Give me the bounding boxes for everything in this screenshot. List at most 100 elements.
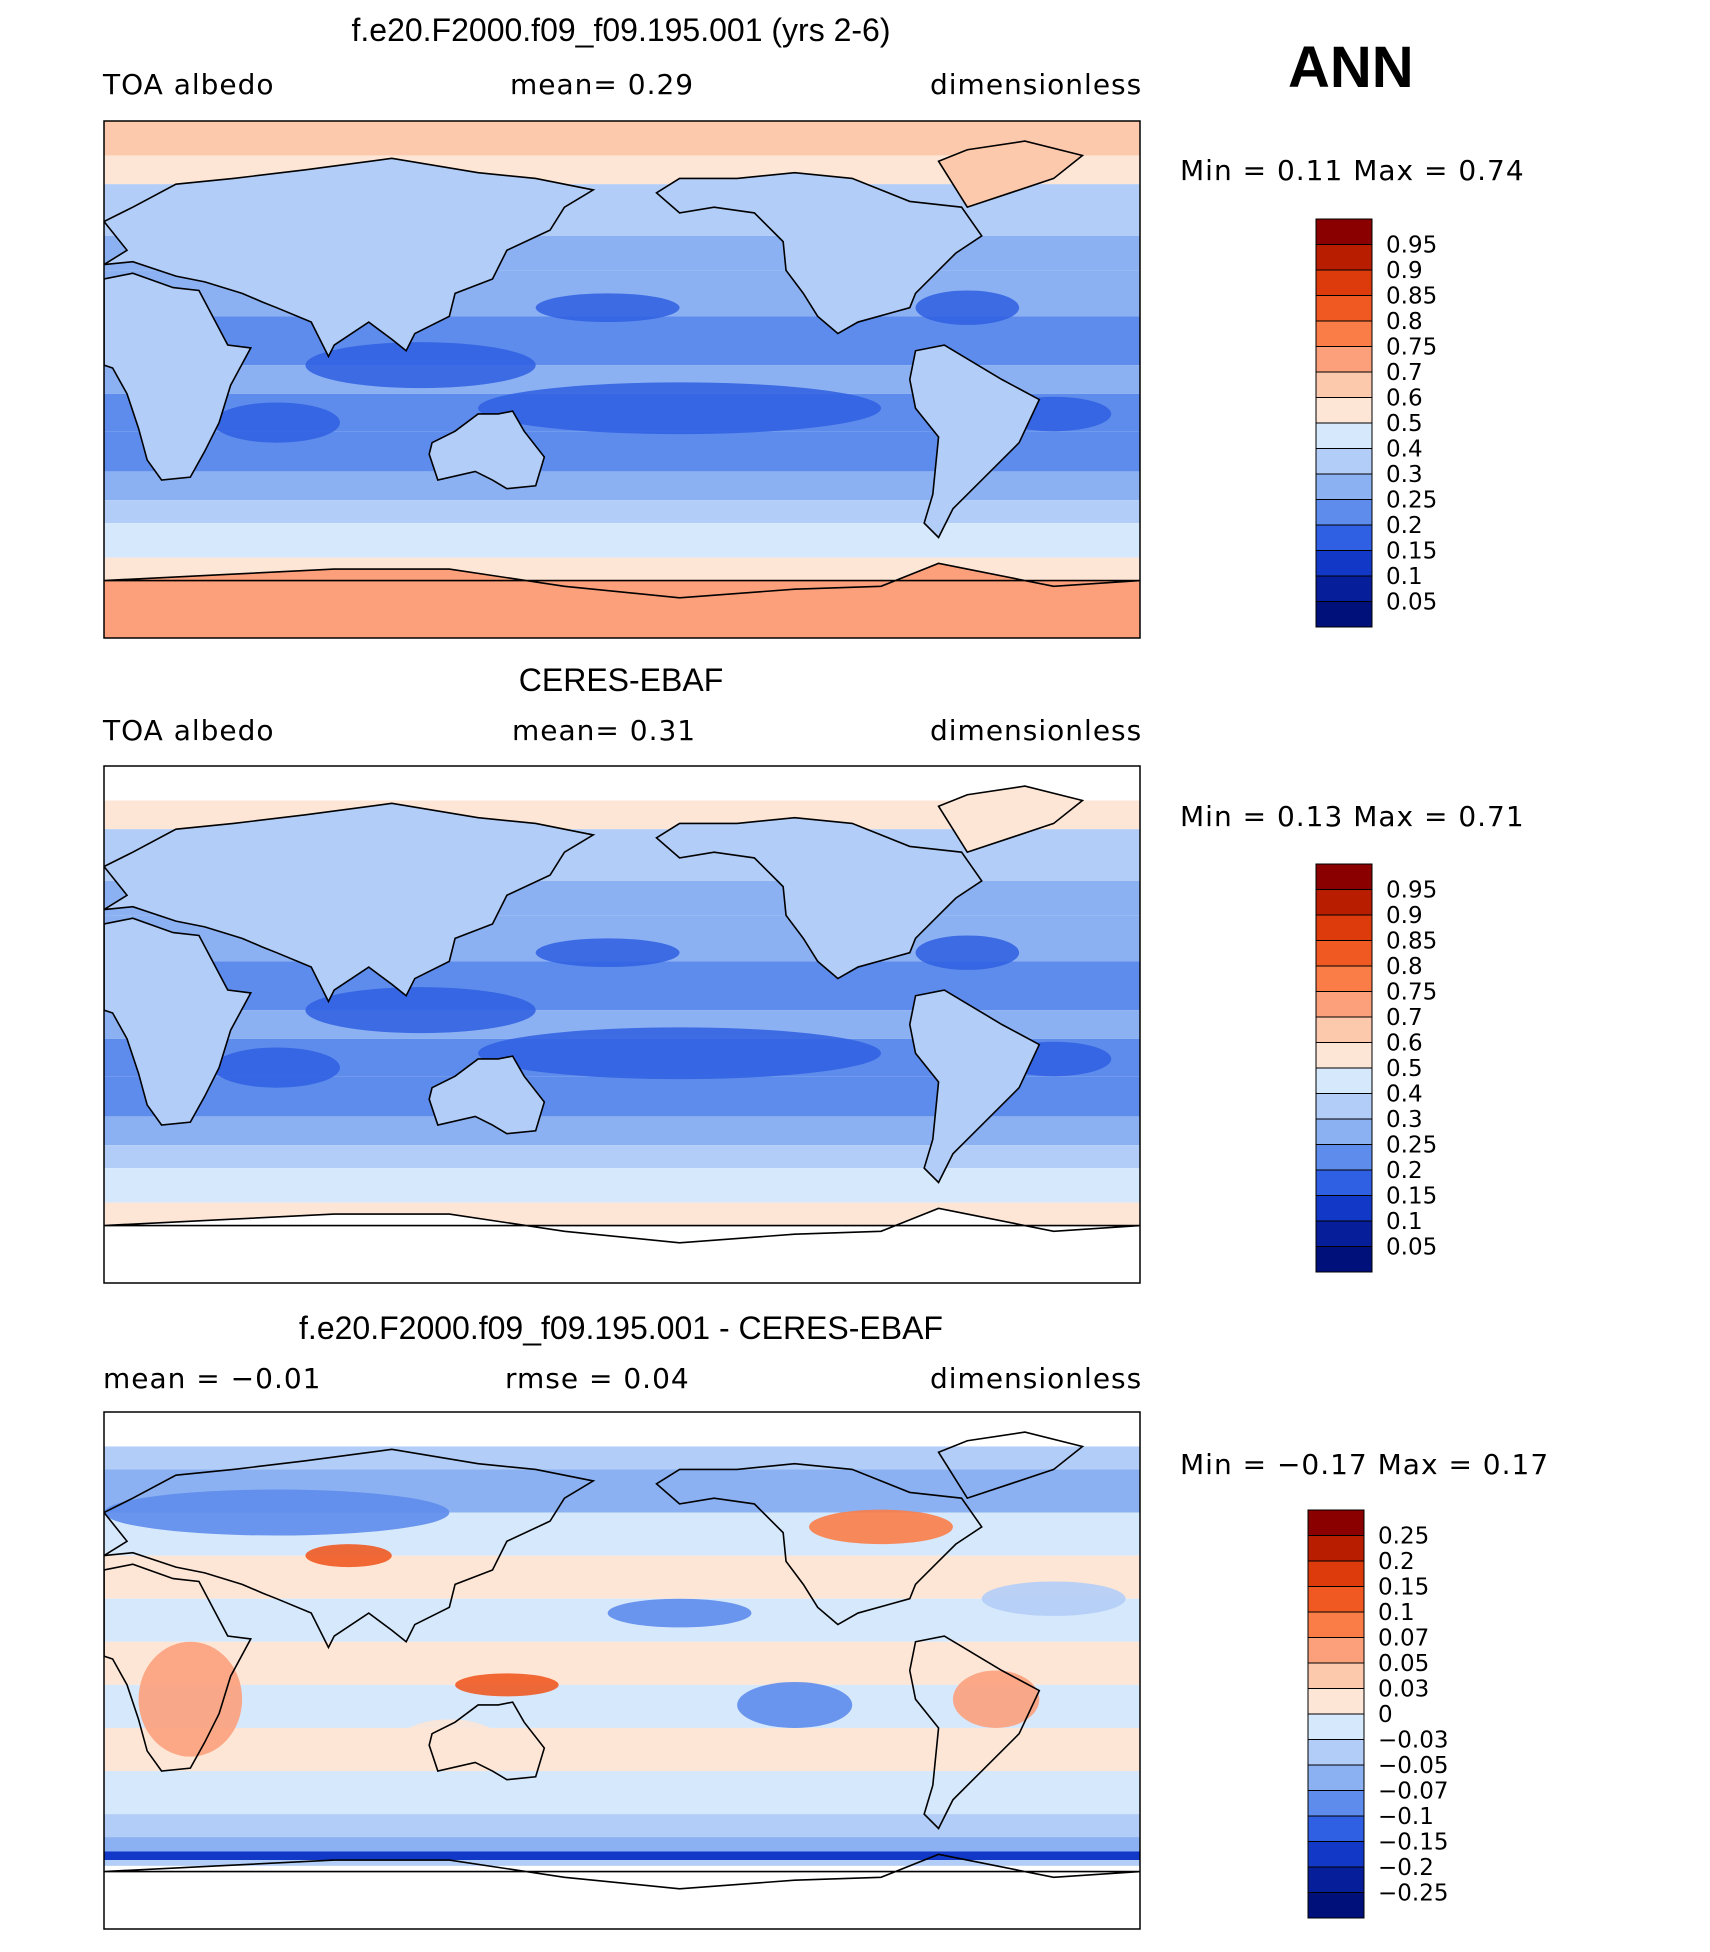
colorbar-2-tick-7: 0.5 bbox=[1386, 1056, 1423, 1082]
season-label: ANN bbox=[1288, 35, 1414, 100]
colorbar-3-tick-12: −0.15 bbox=[1378, 1830, 1448, 1856]
colorbar-1-tick-6: 0.6 bbox=[1386, 386, 1423, 412]
coastline-1-6 bbox=[104, 562, 1140, 599]
colorbar-2-box-15 bbox=[1315, 1246, 1373, 1273]
colorbar-2-box-7 bbox=[1315, 1042, 1373, 1069]
colorbar-1-box-6 bbox=[1315, 371, 1373, 398]
panel-2-units: dimensionless bbox=[930, 714, 1143, 747]
diff-blob-9 bbox=[981, 1581, 1126, 1616]
diff-blob-0 bbox=[607, 1598, 752, 1628]
map-blob-2-0 bbox=[478, 1027, 881, 1080]
colorbar-2-tick-10: 0.25 bbox=[1386, 1133, 1437, 1159]
map-panel-3 bbox=[104, 1412, 1140, 1929]
coastline-3-5 bbox=[937, 1431, 1085, 1500]
colorbar-3-tick-11: −0.1 bbox=[1378, 1804, 1434, 1830]
colorbar-2-box-2 bbox=[1315, 914, 1373, 941]
colorbar-2-box-4 bbox=[1315, 965, 1373, 992]
colorbar-3-box-4 bbox=[1307, 1611, 1365, 1638]
panel-2-minmax: Min = 0.13 Max = 0.71 bbox=[1180, 800, 1525, 833]
colorbar-3-box-11 bbox=[1307, 1790, 1365, 1817]
colorbar-2-tick-5: 0.7 bbox=[1386, 1005, 1423, 1031]
coastline-2-5 bbox=[937, 785, 1085, 854]
colorbar-2-box-12 bbox=[1315, 1169, 1373, 1196]
coastline-3-6 bbox=[104, 1853, 1140, 1890]
colorbar-1: 0.950.90.850.80.750.70.60.50.40.30.250.2… bbox=[1315, 218, 1437, 628]
colorbar-3-box-10 bbox=[1307, 1764, 1365, 1791]
panel-1-minmax: Min = 0.11 Max = 0.74 bbox=[1180, 154, 1525, 187]
panel-2-title: CERES-EBAF bbox=[518, 662, 724, 698]
colorbar-2-tick-13: 0.1 bbox=[1386, 1209, 1423, 1235]
colorbar-3-box-15 bbox=[1307, 1892, 1365, 1919]
diff-band-10 bbox=[104, 1837, 1140, 1852]
colorbar-2-tick-4: 0.75 bbox=[1386, 980, 1437, 1006]
colorbar-3-tick-9: −0.05 bbox=[1378, 1753, 1448, 1779]
diff-blob-5 bbox=[952, 1670, 1040, 1728]
colorbar-3-tick-6: 0.03 bbox=[1378, 1677, 1429, 1703]
colorbar-1-box-12 bbox=[1315, 524, 1373, 551]
colorbar-1-box-14 bbox=[1315, 575, 1373, 602]
colorbar-3-box-0 bbox=[1307, 1509, 1365, 1536]
colorbar-2-box-0 bbox=[1315, 863, 1373, 890]
colorbar-1-box-15 bbox=[1315, 601, 1373, 628]
diff-blob-4 bbox=[138, 1641, 243, 1757]
colorbar-3-tick-1: 0.2 bbox=[1378, 1549, 1415, 1575]
diff-band-7 bbox=[104, 1727, 1140, 1772]
colorbar-3-tick-0: 0.25 bbox=[1378, 1524, 1429, 1550]
colorbar-2-tick-3: 0.8 bbox=[1386, 954, 1423, 980]
colorbar-3-box-1 bbox=[1307, 1535, 1365, 1562]
coastline-1-0 bbox=[104, 272, 253, 481]
colorbar-2-box-5 bbox=[1315, 991, 1373, 1018]
panel-3-title: f.e20.F2000.f09_f09.195.001 - CERES-EBAF bbox=[299, 1310, 943, 1346]
diff-blob-7 bbox=[397, 1719, 502, 1766]
colorbar-2-box-1 bbox=[1315, 889, 1373, 916]
colorbar-1-tick-4: 0.75 bbox=[1386, 335, 1437, 361]
coastline-1-3 bbox=[655, 171, 983, 335]
colorbar-1-tick-12: 0.15 bbox=[1386, 539, 1437, 565]
colorbar-1-tick-7: 0.5 bbox=[1386, 411, 1423, 437]
map-band-2-11 bbox=[104, 1168, 1140, 1203]
map-blob-1-0 bbox=[478, 382, 881, 435]
map-frame-2 bbox=[103, 765, 1141, 1284]
coastline-2-4 bbox=[908, 989, 1041, 1184]
colorbar-3-box-9 bbox=[1307, 1739, 1365, 1766]
diff-blob-1 bbox=[737, 1681, 853, 1728]
panel-3-rmse: rmse = 0.04 bbox=[505, 1362, 690, 1395]
panel-1-title: f.e20.F2000.f09_f09.195.001 (yrs 2-6) bbox=[351, 12, 891, 48]
colorbar-3-box-8 bbox=[1307, 1713, 1365, 1740]
colorbar-2-tick-14: 0.05 bbox=[1386, 1235, 1437, 1261]
coastline-3-1 bbox=[104, 1448, 596, 1650]
coastline-2-0 bbox=[104, 917, 253, 1126]
colorbar-1-tick-11: 0.2 bbox=[1386, 513, 1423, 539]
colorbar-1-box-1 bbox=[1315, 244, 1373, 271]
colorbar-3-box-7 bbox=[1307, 1688, 1365, 1715]
coastline-2-1 bbox=[104, 802, 596, 1004]
colorbar-1-box-5 bbox=[1315, 346, 1373, 373]
colorbar-1-tick-5: 0.7 bbox=[1386, 360, 1423, 386]
map-blob-2-3 bbox=[213, 1047, 340, 1088]
colorbar-1-tick-9: 0.3 bbox=[1386, 462, 1423, 488]
colorbar-1-tick-14: 0.05 bbox=[1386, 590, 1437, 616]
map-blob-2-5 bbox=[535, 938, 680, 968]
map-band-1-10 bbox=[104, 500, 1140, 524]
coastline-2-3 bbox=[655, 816, 983, 980]
colorbar-1-box-0 bbox=[1315, 218, 1373, 245]
colorbar-2-tick-1: 0.9 bbox=[1386, 903, 1423, 929]
colorbar-3-box-5 bbox=[1307, 1637, 1365, 1664]
coastline-2-6 bbox=[104, 1207, 1140, 1244]
diff-blob-3 bbox=[305, 1544, 392, 1568]
colorbar-2-tick-6: 0.6 bbox=[1386, 1031, 1423, 1057]
panel-2-variable: TOA albedo bbox=[103, 714, 275, 747]
coastline-1-2 bbox=[428, 410, 546, 490]
colorbar-1-tick-10: 0.25 bbox=[1386, 488, 1437, 514]
map-blob-1-2 bbox=[915, 290, 1020, 325]
colorbar-1-box-10 bbox=[1315, 473, 1373, 500]
panel-2-mean: mean= 0.31 bbox=[512, 714, 697, 747]
colorbar-3-box-14 bbox=[1307, 1866, 1365, 1893]
map-blob-2-2 bbox=[915, 935, 1020, 970]
colorbar-1-box-4 bbox=[1315, 320, 1373, 347]
diff-blob-6 bbox=[455, 1673, 559, 1697]
coastline-3-0 bbox=[104, 1563, 253, 1772]
map-band-1-11 bbox=[104, 523, 1140, 558]
colorbar-3-tick-10: −0.07 bbox=[1378, 1779, 1448, 1805]
